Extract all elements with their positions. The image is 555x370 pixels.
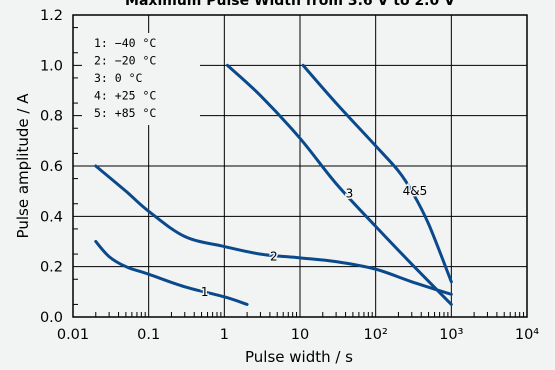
x-tick-label: 10 xyxy=(291,327,309,343)
x-tick-label: 0.1 xyxy=(137,327,160,343)
legend-entry: 2: −20 °C xyxy=(94,54,156,68)
curve-label: 2 xyxy=(270,250,278,264)
y-tick-label: 0.8 xyxy=(40,109,63,125)
y-tick-label: 0.2 xyxy=(40,260,63,276)
legend-entry: 4: +25 °C xyxy=(94,89,156,103)
ticks xyxy=(73,27,525,317)
curve-labels: 1 2 3 4&5 xyxy=(199,183,428,301)
legend: 1: −40 °C 2: −20 °C 3: 0 °C 4: +25 °C 5: +85… xyxy=(82,33,200,125)
chart-title: Maximum Pulse Width from 3.6 V to 2.0 V xyxy=(125,0,455,9)
series-line-3 xyxy=(225,63,453,306)
x-tick-label: 0.01 xyxy=(57,327,89,343)
plot-frame xyxy=(72,14,528,318)
legend-box xyxy=(82,33,200,125)
legend-entry: 3: 0 °C xyxy=(94,71,143,85)
legend-entry: 1: −40 °C xyxy=(94,36,156,50)
series-line-1 xyxy=(94,240,249,306)
grid xyxy=(73,15,527,317)
x-tick-label: 10³ xyxy=(439,327,463,343)
x-tick-label: 1 xyxy=(220,327,229,343)
y-tick-label: 0.4 xyxy=(40,209,63,225)
series-lines xyxy=(94,63,453,306)
tick-labels: 0.01 0.1 1 10 10² 10³ 10⁴ 0.0 0.2 0.4 0.6 0.8 1.0 1.2 xyxy=(40,8,539,343)
y-tick-label: 1.0 xyxy=(40,58,63,74)
y-tick-label: 1.2 xyxy=(40,8,63,24)
x-tick-label: 10⁴ xyxy=(515,327,539,343)
y-tick-label: 0.0 xyxy=(40,310,63,326)
curve-label: 3 xyxy=(346,187,354,201)
y-tick-label: 0.6 xyxy=(40,159,63,175)
legend-entry: 5: +85 °C xyxy=(94,106,156,120)
series-line-4and5 xyxy=(301,63,453,284)
x-tick-label: 10² xyxy=(364,327,388,343)
curve-label: 4&5 xyxy=(403,184,428,198)
y-axis-label: Pulse amplitude / A xyxy=(14,93,32,239)
curve-label: 1 xyxy=(201,285,209,299)
x-axis-label: Pulse width / s xyxy=(245,348,353,366)
series-line-2 xyxy=(94,164,453,296)
